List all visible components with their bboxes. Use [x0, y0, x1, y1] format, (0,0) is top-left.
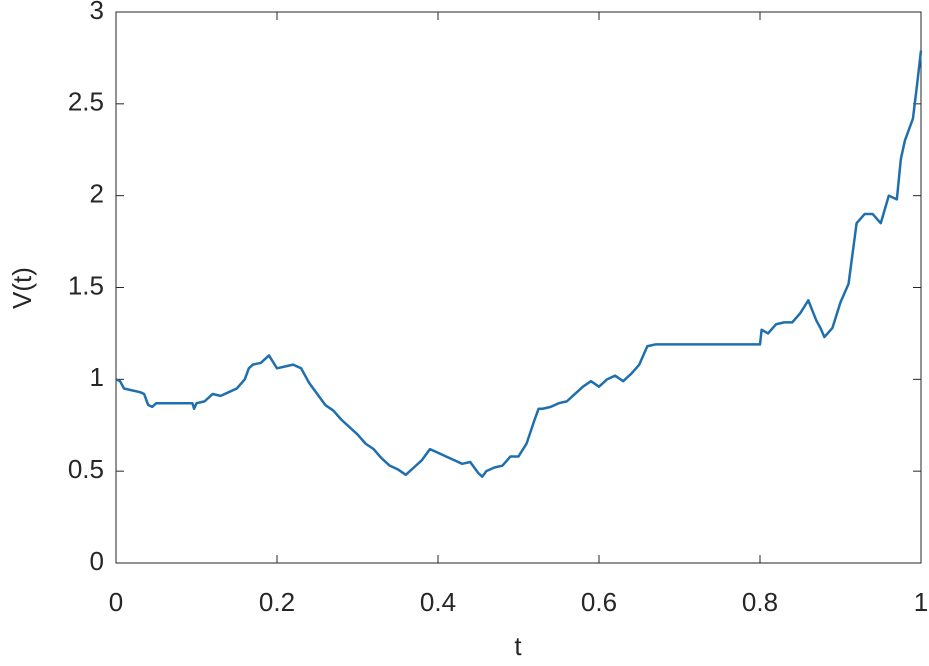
y-tick-label: 2.5 [68, 87, 104, 117]
y-tick-label: 3 [90, 0, 104, 25]
y-tick-label: 0.5 [68, 454, 104, 484]
plot-frame [115, 11, 922, 564]
x-axis-label: t [514, 631, 522, 661]
x-tick-label: 1 [914, 587, 928, 617]
y-axis-label: V(t) [7, 267, 37, 309]
y-tick-label: 1.5 [68, 270, 104, 300]
y-tick-label: 2 [90, 179, 104, 209]
data-line [115, 50, 923, 478]
x-tick-label: 0.6 [581, 587, 617, 617]
y-tick-label: 1 [90, 362, 104, 392]
x-tick-label: 0.2 [259, 587, 295, 617]
x-tick-label: 0.8 [742, 587, 778, 617]
x-tick-label: 0 [109, 587, 123, 617]
x-tick-label: 0.4 [420, 587, 456, 617]
y-tick-label: 0 [90, 546, 104, 576]
